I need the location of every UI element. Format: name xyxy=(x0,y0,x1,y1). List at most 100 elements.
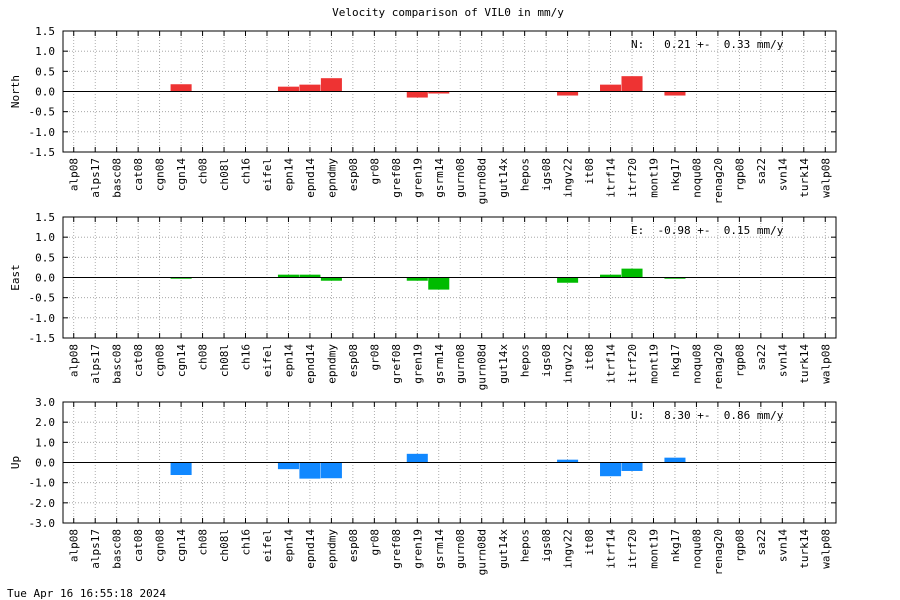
x-tick-label: gsrm14 xyxy=(433,529,446,569)
x-tick-label: alp08 xyxy=(68,158,81,191)
y-tick-label: 1.0 xyxy=(35,45,55,58)
panel-up: -3.0 -2.0 -1.0 0.0 1.0 2.0 3.0 alp08 alps17 basc0… xyxy=(9,396,837,575)
x-tick-label: epndmy xyxy=(325,529,338,569)
x-tick-label: gurn08 xyxy=(454,529,467,569)
y-tick-label: -2.0 xyxy=(29,497,56,510)
x-tick-label: ch08 xyxy=(197,158,210,185)
x-tick-label: it08 xyxy=(583,158,596,185)
x-tick-label: nkg17 xyxy=(669,344,682,377)
x-tick-label: cat08 xyxy=(132,344,145,377)
x-tick-label: ingv22 xyxy=(562,158,575,198)
y-tick-label: 3.0 xyxy=(35,396,55,409)
y-axis-label: North xyxy=(9,75,22,108)
x-tick-label: hepos xyxy=(519,158,532,191)
x-tick-label: svn14 xyxy=(776,529,789,562)
x-tick-label: nkg17 xyxy=(669,158,682,191)
x-tick-label: gren19 xyxy=(411,344,424,384)
y-tick-label: -0.5 xyxy=(29,106,56,119)
bar-epnd14 xyxy=(299,274,321,278)
bar-epndmy xyxy=(320,277,342,281)
bar-epn14 xyxy=(277,462,299,470)
x-tick-label: gut14x xyxy=(497,529,510,569)
bar-gren19 xyxy=(406,277,428,281)
x-tick-label: walp08 xyxy=(819,158,832,198)
x-tick-label: noqu08 xyxy=(690,344,703,384)
x-tick-label: gurn08d xyxy=(476,529,489,575)
x-tick-label: gref08 xyxy=(390,158,403,198)
x-tick-label: gref08 xyxy=(390,529,403,569)
y-tick-label: -1.0 xyxy=(29,312,56,325)
x-tick-label: gr08 xyxy=(368,344,381,371)
bar-itrf14 xyxy=(600,462,622,477)
x-tick-label: sa22 xyxy=(755,158,768,185)
bar-epndmy xyxy=(320,78,342,92)
x-tick-label: gr08 xyxy=(368,158,381,185)
x-tick-label: gref08 xyxy=(390,344,403,384)
x-tick-label: alps17 xyxy=(89,344,102,384)
x-tick-label: ch08l xyxy=(218,158,231,191)
x-tick-label: igs08 xyxy=(540,158,553,191)
x-tick-label: walp08 xyxy=(819,529,832,569)
x-tick-label: gut14x xyxy=(497,344,510,384)
bar-epnd14 xyxy=(299,84,321,92)
x-tick-label: igs08 xyxy=(540,529,553,562)
x-tick-label: gurn08 xyxy=(454,344,467,384)
x-tick-label: gren19 xyxy=(411,529,424,569)
x-tick-label: turk14 xyxy=(798,344,811,384)
y-tick-label: 0.0 xyxy=(35,86,55,99)
bar-itrf20 xyxy=(621,76,643,92)
x-tick-label: ingv22 xyxy=(562,529,575,569)
x-tick-label: ch16 xyxy=(240,529,253,556)
x-tick-label: it08 xyxy=(583,344,596,371)
x-tick-label: ingv22 xyxy=(562,344,575,384)
y-tick-label: -3.0 xyxy=(29,517,56,530)
x-tick-label: sa22 xyxy=(755,529,768,556)
x-tick-label: eifel xyxy=(261,529,274,562)
x-tick-label: basc08 xyxy=(111,529,124,569)
x-tick-label: basc08 xyxy=(111,344,124,384)
x-tick-label: mont19 xyxy=(647,344,660,384)
bar-nkg17 xyxy=(664,457,686,463)
bar-cgn14 xyxy=(170,84,192,92)
x-tick-label: epndmy xyxy=(325,344,338,384)
panel-annotation: E: -0.98 +- 0.15 mm/y xyxy=(631,224,784,237)
bar-gren19 xyxy=(406,453,428,463)
bar-nkg17 xyxy=(664,277,686,279)
figure-title: Velocity comparison of VIL0 in mm/y xyxy=(332,6,564,19)
x-tick-label: alps17 xyxy=(89,529,102,569)
x-tick-label: cgn14 xyxy=(175,529,188,562)
x-tick-label: ch08 xyxy=(197,529,210,556)
y-tick-label: 0.0 xyxy=(35,272,55,285)
x-tick-label: ch08 xyxy=(197,344,210,371)
x-tick-label: rgp08 xyxy=(733,529,746,562)
x-tick-label: epn14 xyxy=(282,158,295,191)
plot-frame xyxy=(62,216,837,339)
x-tick-label: esp08 xyxy=(347,344,360,377)
x-tick-label: gren19 xyxy=(411,158,424,198)
y-tick-label: 1.5 xyxy=(35,211,55,224)
x-tick-label: rgp08 xyxy=(733,344,746,377)
x-tick-label: ch08l xyxy=(218,529,231,562)
x-tick-label: gsrm14 xyxy=(433,344,446,384)
x-tick-label: cgn08 xyxy=(154,158,167,191)
x-tick-label: svn14 xyxy=(776,344,789,377)
x-tick-label: itrf20 xyxy=(626,344,639,384)
plot-frame xyxy=(62,30,837,153)
x-tick-label: alps17 xyxy=(89,158,102,198)
x-tick-label: cgn14 xyxy=(175,344,188,377)
x-tick-label: epn14 xyxy=(282,529,295,562)
bar-itrf20 xyxy=(621,462,643,471)
bar-epn14 xyxy=(277,86,299,92)
bar-ingv22 xyxy=(557,277,579,283)
x-tick-label: itrf20 xyxy=(626,529,639,569)
bar-ingv22 xyxy=(557,91,579,96)
y-tick-label: 1.0 xyxy=(35,231,55,244)
x-tick-label: gut14x xyxy=(497,158,510,198)
x-tick-label: itrf14 xyxy=(605,344,618,384)
x-tick-label: mont19 xyxy=(647,158,660,198)
y-tick-label: 2.0 xyxy=(35,416,55,429)
x-tick-label: ch16 xyxy=(240,158,253,185)
x-tick-label: esp08 xyxy=(347,158,360,191)
x-tick-label: gr08 xyxy=(368,529,381,556)
